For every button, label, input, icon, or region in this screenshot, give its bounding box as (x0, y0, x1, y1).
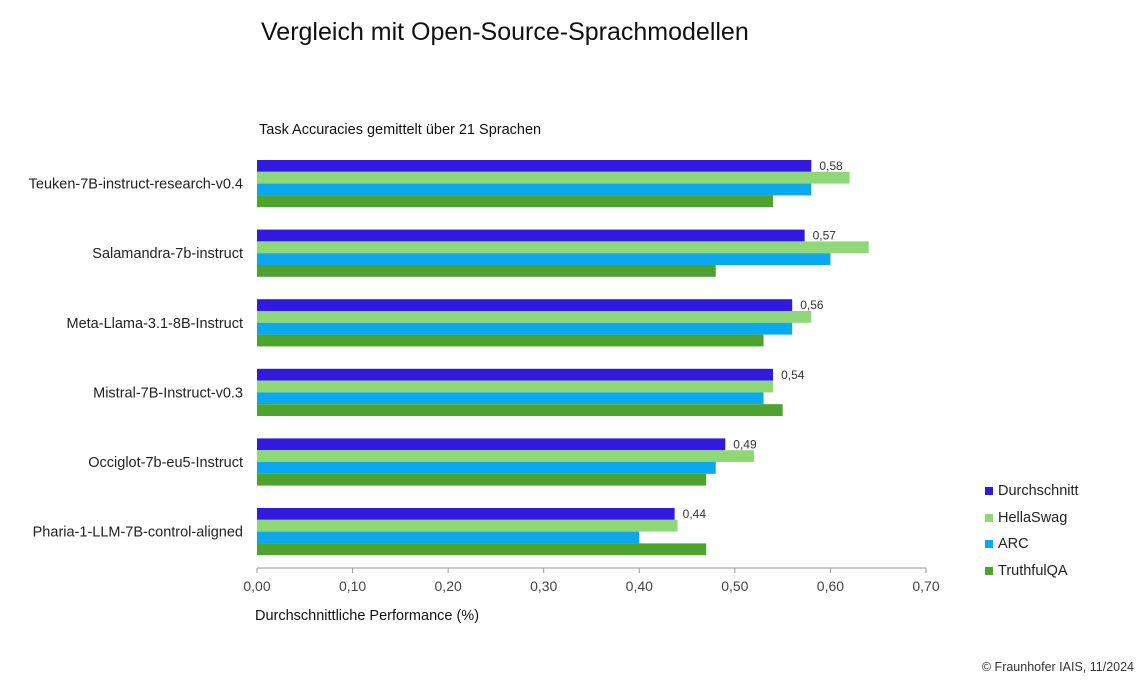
data-label: 0,44 (683, 507, 707, 521)
category-label: Meta-Llama-3.1-8B-Instruct (67, 316, 243, 332)
category-label: Mistral-7B-Instruct-v0.3 (93, 385, 243, 401)
bar-arc (257, 531, 640, 544)
bar-hellaswag (257, 450, 754, 462)
copyright-footer: © Fraunhofer IAIS, 11/2024 (981, 660, 1134, 674)
data-label: 0,58 (819, 159, 843, 173)
bar-durchschnitt (257, 508, 675, 520)
category-label: Teuken-7B-instruct-research-v0.4 (29, 177, 243, 193)
bar-durchschnitt (257, 368, 774, 381)
x-tick-label: 0,00 (243, 578, 270, 594)
data-label: 0,57 (813, 229, 837, 243)
bar-arc (257, 392, 764, 405)
category-label: Pharia-1-LLM-7B-control-aligned (33, 525, 243, 541)
bar-arc (257, 183, 812, 196)
legend-swatch (985, 487, 993, 496)
x-tick-label: 0,30 (530, 578, 557, 594)
legend-swatch (985, 566, 993, 575)
bar-truthfulqa (257, 473, 707, 486)
bar-hellaswag (257, 380, 774, 393)
bar-hellaswag (257, 519, 678, 532)
x-axis-label: Durchschnittliche Performance (%) (255, 608, 480, 624)
bar-truthfulqa (257, 543, 707, 556)
category-label: Salamandra-7b-instruct (92, 246, 243, 262)
data-label: 0,54 (781, 368, 805, 382)
legend-swatch (985, 540, 993, 549)
x-tick-label: 0,10 (339, 578, 366, 594)
data-label: 0,49 (733, 437, 757, 451)
category-label: Occiglot-7b-eu5-Instruct (88, 455, 243, 471)
bar-truthfulqa (257, 334, 764, 347)
data-label: 0,56 (800, 298, 824, 312)
x-tick-label: 0,60 (817, 578, 844, 594)
legend-label: ARC (998, 536, 1029, 553)
legend-item: TruthfulQA (985, 558, 1079, 585)
legend: Durchschnitt HellaSwag ARC TruthfulQA (985, 478, 1079, 584)
legend-label: HellaSwag (998, 509, 1068, 526)
bar-durchschnitt (257, 438, 726, 451)
bar-truthfulqa (257, 195, 774, 208)
chart-title: Vergleich mit Open-Source-Sprachmodellen (261, 18, 749, 46)
legend-label: TruthfulQA (998, 562, 1068, 579)
x-tick-label: 0,20 (435, 578, 462, 594)
bar-arc (257, 253, 831, 265)
bar-arc (257, 322, 793, 335)
bar-hellaswag (257, 241, 869, 254)
legend-item: ARC (985, 531, 1079, 558)
bar-truthfulqa (257, 404, 783, 416)
legend-item: Durchschnitt (985, 478, 1079, 505)
bar-durchschnitt (257, 160, 812, 172)
legend-label: Durchschnitt (998, 483, 1079, 500)
x-tick-label: 0,50 (721, 578, 748, 594)
bar-arc (257, 462, 716, 474)
bar-durchschnitt (257, 299, 793, 311)
bar-truthfulqa (257, 265, 716, 277)
chart-subtitle: Task Accuracies gemittelt über 21 Sprach… (259, 122, 542, 138)
legend-swatch (985, 513, 993, 522)
x-tick-label: 0,40 (626, 578, 653, 594)
legend-item: HellaSwag (985, 505, 1079, 532)
x-tick-label: 0,70 (912, 578, 939, 594)
bar-durchschnitt (257, 229, 805, 242)
bar-hellaswag (257, 311, 812, 323)
bar-hellaswag (257, 171, 850, 184)
